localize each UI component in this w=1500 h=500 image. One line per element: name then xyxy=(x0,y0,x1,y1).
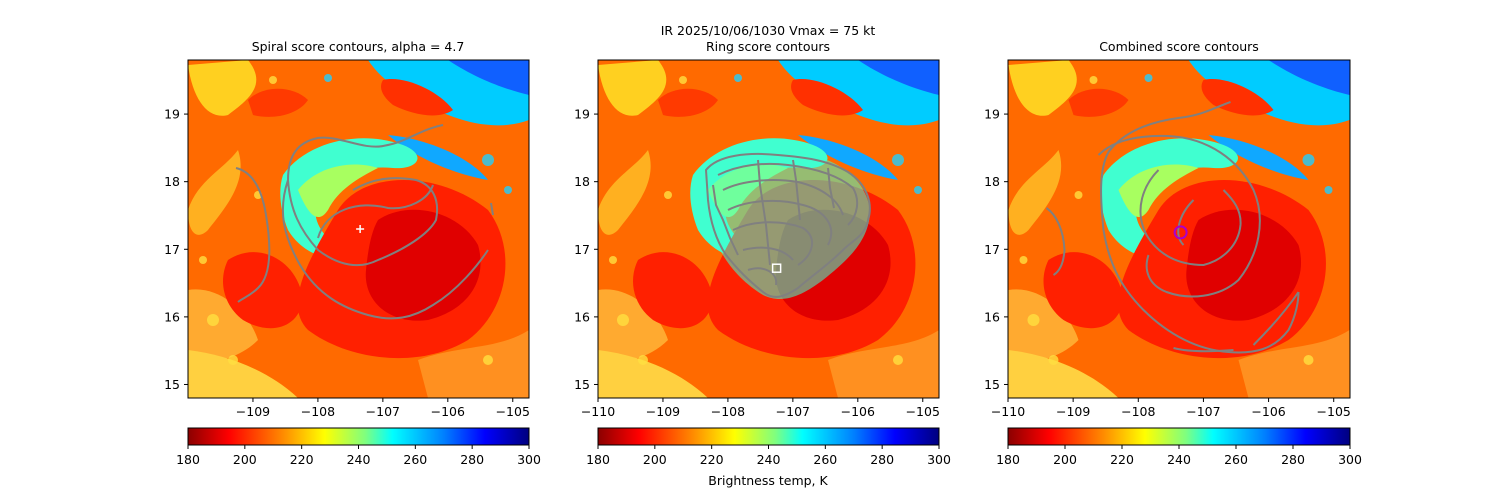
x-tick-label: −108 xyxy=(711,404,745,419)
x-tick-label: −108 xyxy=(1121,404,1155,419)
colorbar-tick-label: 220 xyxy=(290,452,314,467)
colorbar-tick-label: 180 xyxy=(176,452,200,467)
heatmap-combined xyxy=(1008,60,1350,398)
axes-frame-spiral xyxy=(187,59,530,399)
colorbar-tick-label: 220 xyxy=(700,452,724,467)
circle-marker xyxy=(1173,225,1188,240)
y-axis-ring: 15 16 17 18 19 xyxy=(574,107,598,392)
panel-ring: IR 2025/10/06/1030 Vmax = 75 kt Ring sco… xyxy=(574,23,951,488)
colorbar-tick-label: 180 xyxy=(586,452,610,467)
x-tick-label: −106 xyxy=(431,404,465,419)
colorbar-tick-label: 180 xyxy=(996,452,1020,467)
x-tick-label: −107 xyxy=(1186,404,1220,419)
heatmap-ring xyxy=(598,60,939,398)
axes-frame-combined xyxy=(1007,59,1351,399)
y-tick-label: 18 xyxy=(984,174,1000,189)
y-tick-label: 18 xyxy=(574,174,590,189)
y-tick-label: 19 xyxy=(574,107,590,122)
x-tick-label: −105 xyxy=(496,404,530,419)
center-marker-plus xyxy=(356,225,365,233)
colorbar-tick-label: 200 xyxy=(643,452,667,467)
panel-combined: Combined score contours −110 −109 −108 −107… xyxy=(984,39,1362,467)
x-tick-label: −109 xyxy=(646,404,680,419)
plus-marker xyxy=(356,225,365,233)
y-axis-spiral: 15 16 17 18 19 xyxy=(164,107,188,392)
colorbar-spiral xyxy=(187,427,530,446)
x-tick-label: −108 xyxy=(301,404,335,419)
colorbar-ticks-ring: 180 200 220 240 260 280 300 xyxy=(586,445,951,467)
y-tick-label: 16 xyxy=(164,309,180,324)
colorbar-ring xyxy=(597,427,940,446)
x-axis-combined: −110 −109 −108 −107 −106 −105 xyxy=(991,398,1351,419)
y-tick-label: 19 xyxy=(984,107,1000,122)
x-tick-label: −110 xyxy=(991,404,1025,419)
x-tick-label: −106 xyxy=(841,404,875,419)
panel-title-combined: Combined score contours xyxy=(1099,39,1259,54)
colorbar-tick-label: 260 xyxy=(813,452,837,467)
y-tick-label: 17 xyxy=(164,242,180,257)
colorbar-tick-label: 220 xyxy=(1110,452,1134,467)
colorbar-tick-label: 300 xyxy=(927,452,951,467)
colorbar-tick-label: 200 xyxy=(233,452,257,467)
axes-frame-ring xyxy=(597,59,940,399)
colorbar-combined xyxy=(1007,427,1351,446)
y-tick-label: 17 xyxy=(984,242,1000,257)
figure-suptitle: IR 2025/10/06/1030 Vmax = 75 kt xyxy=(661,23,876,38)
colorbar-tick-label: 200 xyxy=(1053,452,1077,467)
y-tick-label: 19 xyxy=(164,107,180,122)
y-axis-combined: 15 16 17 18 19 xyxy=(984,107,1008,392)
x-tick-label: −109 xyxy=(1056,404,1090,419)
y-tick-label: 15 xyxy=(574,377,590,392)
x-axis-ring: −110 −109 −108 −107 −106 −105 xyxy=(581,398,940,419)
colorbar-tick-label: 240 xyxy=(757,452,781,467)
x-tick-label: −105 xyxy=(1317,404,1351,419)
heatmap-spiral xyxy=(188,60,529,398)
panel-title-spiral: Spiral score contours, alpha = 4.7 xyxy=(252,39,465,54)
y-tick-label: 17 xyxy=(574,242,590,257)
colorbar-label: Brightness temp, K xyxy=(708,473,828,488)
colorbar-tick-label: 280 xyxy=(460,452,484,467)
center-marker-square xyxy=(771,263,782,273)
panel-title-ring: Ring score contours xyxy=(706,39,830,54)
y-tick-label: 16 xyxy=(574,309,590,324)
colorbar-tick-label: 260 xyxy=(403,452,427,467)
y-tick-label: 15 xyxy=(164,377,180,392)
colorbar-tick-label: 280 xyxy=(1281,452,1305,467)
colorbar-tick-label: 300 xyxy=(517,452,541,467)
center-marker-circle xyxy=(1173,225,1188,240)
square-marker xyxy=(771,263,782,273)
x-tick-label: −107 xyxy=(776,404,810,419)
x-tick-label: −106 xyxy=(1251,404,1285,419)
x-tick-label: −107 xyxy=(366,404,400,419)
colorbar-tick-label: 260 xyxy=(1224,452,1248,467)
x-tick-label: −110 xyxy=(581,404,615,419)
panel-spiral: Spiral score contours, alpha = 4.7 −109−… xyxy=(164,39,541,467)
y-tick-label: 16 xyxy=(984,309,1000,324)
combined-contours xyxy=(1045,101,1300,354)
x-tick-label: −109 xyxy=(236,404,270,419)
colorbar-tick-label: 280 xyxy=(870,452,894,467)
colorbar-ticks-spiral: 180 200 220 240 260 280 300 xyxy=(176,445,541,467)
spiral-contours xyxy=(235,124,494,320)
y-tick-label: 15 xyxy=(984,377,1000,392)
colorbar-tick-label: 240 xyxy=(1167,452,1191,467)
colorbar-ticks-combined: 180 200 220 240 260 280 300 xyxy=(996,445,1362,467)
colorbar-tick-label: 300 xyxy=(1338,452,1362,467)
x-axis-spiral: −109 −108 −107 −106 −105 xyxy=(236,398,530,419)
x-tick-label: −105 xyxy=(906,404,940,419)
colorbar-tick-label: 240 xyxy=(347,452,371,467)
y-tick-label: 18 xyxy=(164,174,180,189)
